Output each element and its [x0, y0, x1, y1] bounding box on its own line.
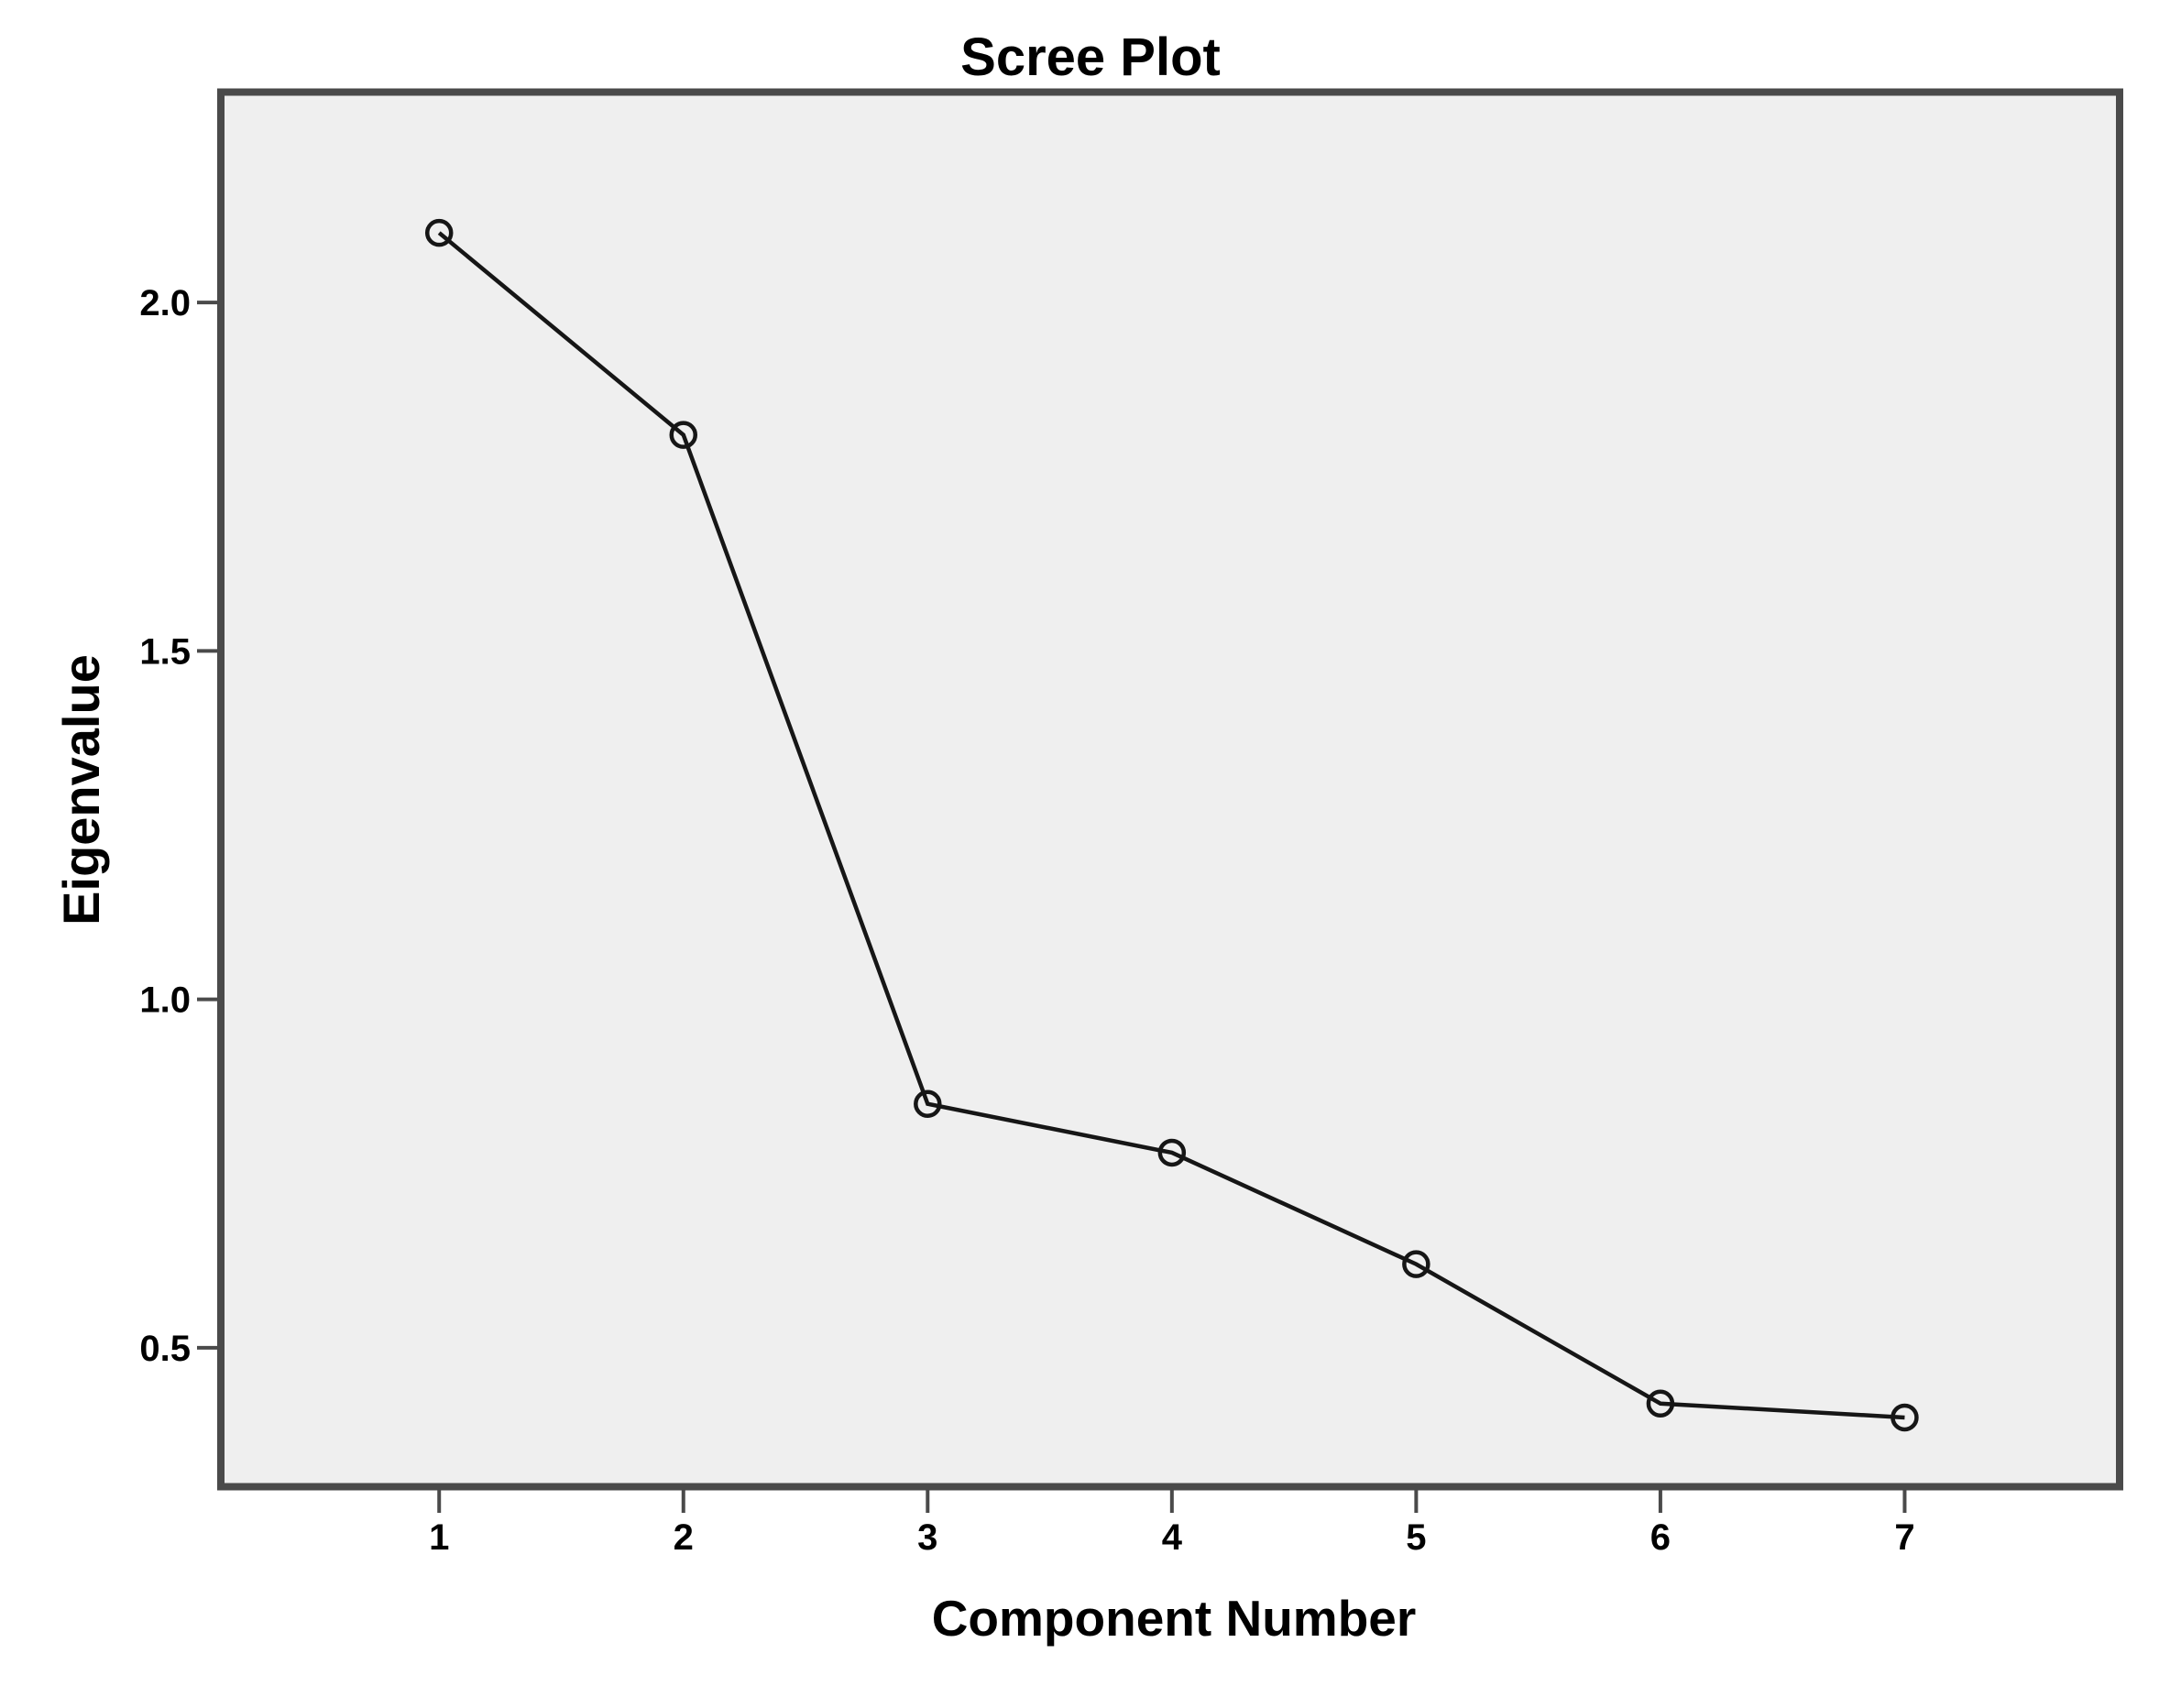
y-tick-label: 2.0 [139, 283, 191, 323]
x-tick-label: 3 [917, 1517, 937, 1558]
data-point-marker [914, 1089, 942, 1118]
x-tick-label: 7 [1894, 1517, 1914, 1558]
x-axis-label: Component Number [932, 1590, 1417, 1647]
y-tick-label: 1.5 [139, 631, 191, 672]
data-point-marker [1402, 1250, 1430, 1278]
data-point-marker [1891, 1403, 1919, 1432]
chart-title: Scree Plot [960, 27, 1221, 87]
scree-line [437, 231, 1905, 1420]
x-tick-label: 2 [674, 1517, 694, 1558]
y-axis-label: Eigenvalue [52, 654, 110, 925]
y-tick-label: 1.0 [139, 980, 191, 1021]
data-point-marker [1157, 1138, 1187, 1167]
x-tick-label: 5 [1406, 1517, 1426, 1558]
x-tick-label: 6 [1650, 1517, 1671, 1558]
data-points [424, 218, 1919, 1432]
data-point-marker [424, 218, 454, 247]
plot-area [217, 88, 2123, 1491]
y-axis-ticks: 0.5 1.0 1.5 2.0 [139, 283, 222, 1369]
x-tick-label: 1 [429, 1517, 449, 1558]
y-tick-label: 0.5 [139, 1329, 191, 1369]
data-point-marker [1646, 1389, 1675, 1418]
data-point-marker [669, 421, 698, 449]
x-axis-ticks: 1 2 3 4 5 6 7 [429, 1487, 1915, 1558]
x-tick-label: 4 [1162, 1517, 1183, 1558]
